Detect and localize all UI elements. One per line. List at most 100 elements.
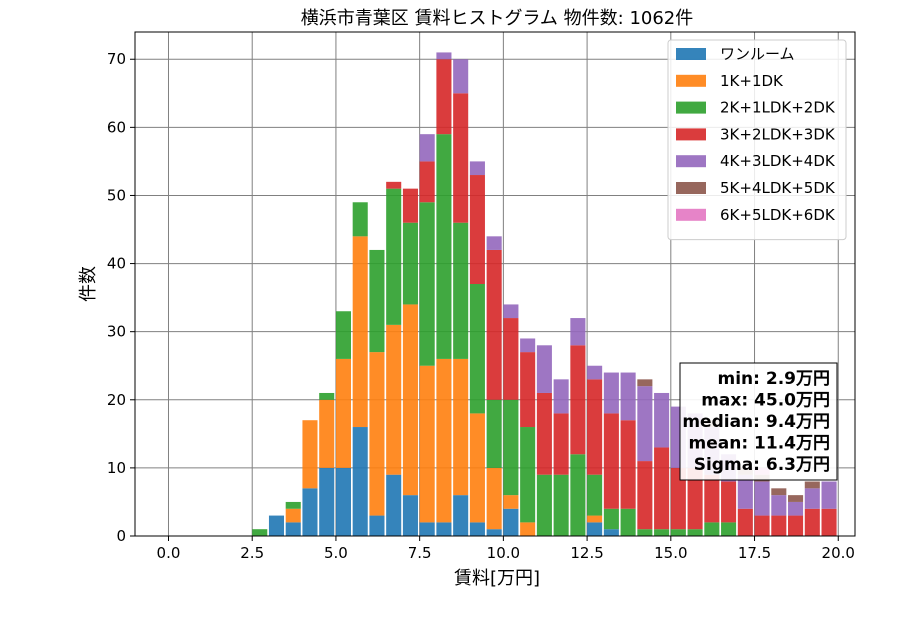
x-tick-label: 5.0: [324, 544, 348, 562]
histogram-bar: [503, 508, 519, 536]
histogram-bar: [402, 304, 418, 496]
histogram-bar: [335, 467, 351, 536]
histogram-bar: [570, 345, 586, 455]
histogram-bar: [352, 427, 368, 536]
histogram-bar: [436, 134, 452, 359]
histogram-bar: [637, 461, 653, 530]
histogram-bar: [804, 481, 820, 489]
stats-line: Sigma: 6.3万円: [694, 455, 830, 475]
histogram-bar: [587, 365, 603, 380]
histogram-bar: [419, 522, 435, 536]
y-tick-label: 60: [107, 118, 126, 136]
legend-label: 6K+5LDK+6DK: [720, 206, 836, 224]
x-tick-label: 7.5: [408, 544, 432, 562]
histogram-bar: [520, 338, 536, 353]
histogram-bar: [670, 467, 686, 530]
histogram-bar: [771, 495, 787, 516]
histogram-bar: [520, 522, 536, 536]
histogram-bar: [285, 508, 301, 523]
histogram-bar: [335, 358, 351, 468]
legend: ワンルーム 1K+1DK 2K+1LDK+2DK 3K+2LDK+3DK 4K+3LDK…: [667, 39, 847, 241]
bars: [252, 52, 837, 536]
histogram-bar: [503, 304, 519, 319]
histogram-bar: [453, 93, 469, 223]
histogram-bar: [553, 413, 569, 475]
legend-label: 4K+3LDK+4DK: [720, 152, 836, 170]
histogram-bar: [637, 379, 653, 387]
histogram-bar: [419, 134, 435, 162]
histogram-bar: [620, 372, 636, 421]
legend-swatch: [676, 48, 706, 60]
histogram-bar: [453, 495, 469, 536]
histogram-bar: [436, 52, 452, 60]
legend-swatch: [676, 101, 706, 114]
histogram-bar: [302, 488, 318, 536]
y-tick-label: 40: [107, 255, 126, 273]
histogram-bar: [737, 474, 753, 509]
x-tick-label: 12.5: [570, 544, 603, 562]
histogram-bar: [587, 522, 603, 536]
histogram-bar: [319, 467, 335, 536]
histogram-bar: [419, 202, 435, 366]
histogram-bar: [436, 59, 452, 135]
histogram-bar: [670, 529, 686, 536]
legend-label: 1K+1DK: [720, 72, 784, 90]
histogram-bar: [520, 352, 536, 428]
histogram-bar: [402, 495, 418, 536]
plot-frame: [134, 31, 856, 537]
histogram-bar: [386, 188, 402, 325]
histogram-bar: [804, 488, 820, 509]
histogram-bar: [536, 474, 552, 536]
histogram-bar: [369, 515, 385, 536]
histogram-bar: [402, 188, 418, 223]
histogram-bar: [369, 352, 385, 516]
histogram-bar: [469, 284, 485, 414]
legend-frame: [667, 39, 847, 241]
histogram-bar: [788, 501, 804, 516]
axis-ticks: 0.0 2.5 5.0 7.5 10.0 12.5 15.0 17.5 20.0 0 10 20 30 4…: [107, 50, 855, 562]
histogram-bar: [536, 392, 552, 475]
histogram-bar: [252, 529, 268, 536]
stats-line: mean: 11.4万円: [689, 434, 830, 454]
histogram-bar: [469, 175, 485, 284]
legend-label: ワンルーム: [720, 45, 795, 63]
x-tick-label: 17.5: [738, 544, 771, 562]
histogram-bar: [469, 522, 485, 536]
histogram-bar: [587, 515, 603, 523]
histogram-bar: [654, 447, 670, 530]
histogram-bar: [302, 420, 318, 489]
histogram-bar: [821, 508, 837, 536]
histogram-bar: [436, 358, 452, 523]
histogram-bar: [620, 508, 636, 536]
histogram-bar: [570, 454, 586, 536]
legend-swatch: [676, 208, 706, 221]
histogram-bar: [637, 386, 653, 462]
histogram-bar: [419, 365, 435, 523]
legend-swatch: [676, 155, 706, 168]
stats-frame: [679, 362, 838, 481]
histogram-bar: [319, 399, 335, 468]
histogram-bar: [268, 515, 285, 536]
histogram-bar: [754, 481, 770, 516]
legend-swatch: [676, 128, 706, 141]
histogram-bar: [486, 467, 502, 530]
y-tick-label: 70: [107, 50, 126, 68]
histogram-bar: [536, 345, 552, 393]
histogram-bar: [386, 324, 402, 475]
histogram-bar: [319, 392, 335, 400]
histogram-bar: [285, 501, 301, 509]
histogram-bar: [335, 311, 351, 359]
histogram-bar: [821, 481, 837, 509]
histogram-bar: [721, 481, 737, 523]
legend-swatch: [676, 182, 706, 194]
histogram-bar: [503, 495, 519, 509]
histogram-bar: [603, 372, 619, 414]
histogram-bar: [503, 318, 519, 400]
x-tick-label: 0.0: [157, 544, 181, 562]
chart-title: 横浜市青葉区 賃料ヒストグラム 物件数: 1062件: [301, 8, 694, 29]
histogram-bar: [754, 515, 770, 536]
y-axis-label: 件数: [78, 266, 99, 302]
